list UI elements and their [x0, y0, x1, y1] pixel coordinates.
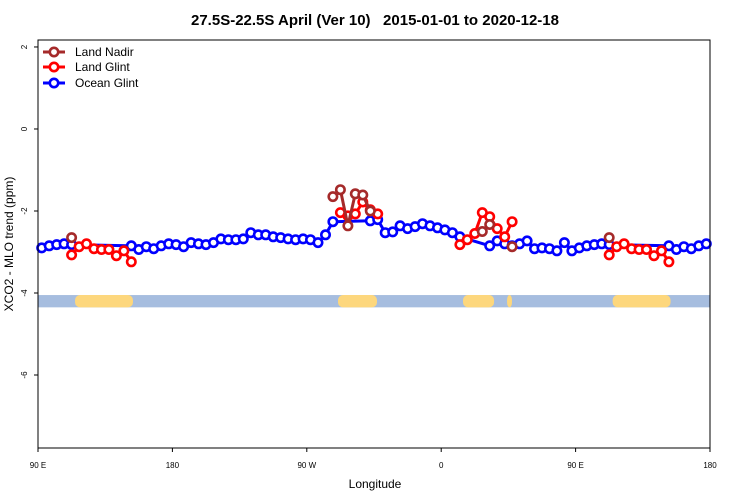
data-point-land-nadir: [334, 184, 346, 196]
data-point-land-nadir: [484, 219, 496, 231]
legend-marker-land-glint: [48, 61, 60, 73]
data-point-ocean-glint: [484, 240, 496, 252]
chart-title: 27.5S-22.5S April (Ver 10) 2015-01-01 to…: [191, 12, 559, 29]
data-point-ocean-glint: [387, 226, 399, 238]
series-ocean-glint: [36, 214, 712, 257]
data-point-land-glint: [618, 238, 630, 250]
y-axis-label: XCO2 - MLO trend (ppm): [2, 177, 16, 312]
data-point-land-glint: [118, 245, 130, 257]
x-tick-label: 90 E: [30, 461, 46, 470]
y-tick-label: 2: [20, 44, 29, 49]
data-point-land-nadir: [357, 189, 369, 201]
y-tick-label: -4: [20, 289, 29, 297]
data-point-land-glint: [461, 234, 473, 246]
legend: Land Nadir Land Glint Ocean Glint: [43, 45, 139, 90]
y-tick-label: 0: [20, 126, 29, 131]
land-patch: [612, 295, 671, 308]
data-point-land-glint: [648, 250, 660, 262]
legend-item-ocean-glint: Ocean Glint: [43, 76, 139, 90]
data-point-ocean-glint: [551, 245, 563, 257]
legend-label-ocean-glint: Ocean Glint: [75, 76, 139, 90]
data-point-land-nadir: [342, 220, 354, 232]
data-point-land-glint: [603, 249, 615, 261]
series-layer: [36, 184, 712, 268]
data-point-ocean-glint: [237, 233, 249, 245]
data-point-land-glint: [66, 249, 78, 261]
data-point-land-nadir: [476, 226, 488, 238]
data-point-land-glint: [110, 250, 122, 262]
y-axis: 2 0 -2 -4 -6: [20, 44, 38, 379]
x-tick-label: 180: [166, 461, 180, 470]
legend-label-land-nadir: Land Nadir: [75, 45, 134, 59]
legend-marker-land-nadir: [48, 46, 60, 58]
x-axis-label: Longitude: [349, 477, 402, 491]
data-point-land-glint: [125, 256, 137, 268]
plot-frame: [37, 39, 711, 449]
data-point-ocean-glint: [312, 237, 324, 249]
data-point-land-glint: [454, 239, 466, 251]
data-point-land-nadir: [364, 205, 376, 217]
data-point-land-glint: [655, 245, 667, 257]
legend-item-land-glint: Land Glint: [43, 60, 130, 74]
y-tick-label: -6: [20, 371, 29, 379]
data-point-land-glint: [640, 244, 652, 256]
data-point-land-glint: [103, 244, 115, 256]
land-patch: [75, 295, 133, 308]
land-patch: [338, 295, 377, 308]
legend-label-land-glint: Land Glint: [75, 60, 130, 74]
x-tick-label: 90 E: [567, 461, 583, 470]
data-point-ocean-glint: [558, 237, 570, 249]
data-point-land-nadir: [603, 232, 615, 244]
data-point-land-glint: [81, 238, 93, 250]
data-point-land-glint: [663, 256, 675, 268]
land-patch: [507, 295, 512, 308]
data-point-land-glint: [499, 231, 511, 243]
x-tick-label: 0: [439, 461, 444, 470]
legend-item-land-nadir: Land Nadir: [43, 45, 134, 59]
y-tick-label: -2: [20, 207, 29, 215]
data-point-land-nadir: [327, 191, 339, 203]
data-point-land-nadir: [506, 241, 518, 253]
data-point-ocean-glint: [327, 216, 339, 228]
data-point-ocean-glint: [319, 229, 331, 241]
legend-marker-ocean-glint: [48, 77, 60, 89]
x-tick-label: 90 W: [297, 461, 316, 470]
surface-band: [38, 295, 710, 308]
data-point-land-nadir: [66, 232, 78, 244]
data-point-ocean-glint: [700, 238, 712, 250]
x-axis: 90 E 180 90 W 0 90 E 180: [30, 448, 717, 470]
x-tick-label: 180: [703, 461, 717, 470]
land-patch: [463, 295, 495, 308]
data-point-land-glint: [506, 216, 518, 228]
series-land-nadir: [66, 184, 615, 253]
data-point-ocean-glint: [521, 235, 533, 247]
